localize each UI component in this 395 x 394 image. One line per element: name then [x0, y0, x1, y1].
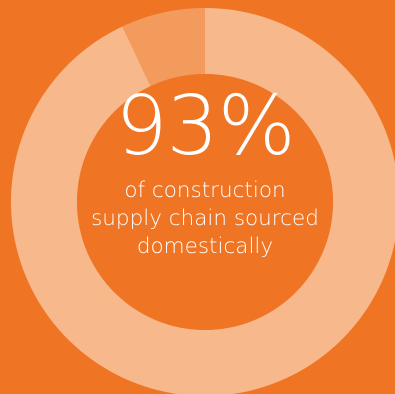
caption-line-3: domestically: [136, 234, 274, 259]
caption-line-2: supply chain sourced: [91, 206, 319, 231]
donut-center: [77, 74, 333, 330]
donut-slice-domestic: [11, 8, 395, 394]
caption-line-1: of construction: [124, 178, 286, 203]
donut-slice-non-domestic: [122, 8, 205, 87]
percentage-value: 93%: [115, 79, 295, 174]
